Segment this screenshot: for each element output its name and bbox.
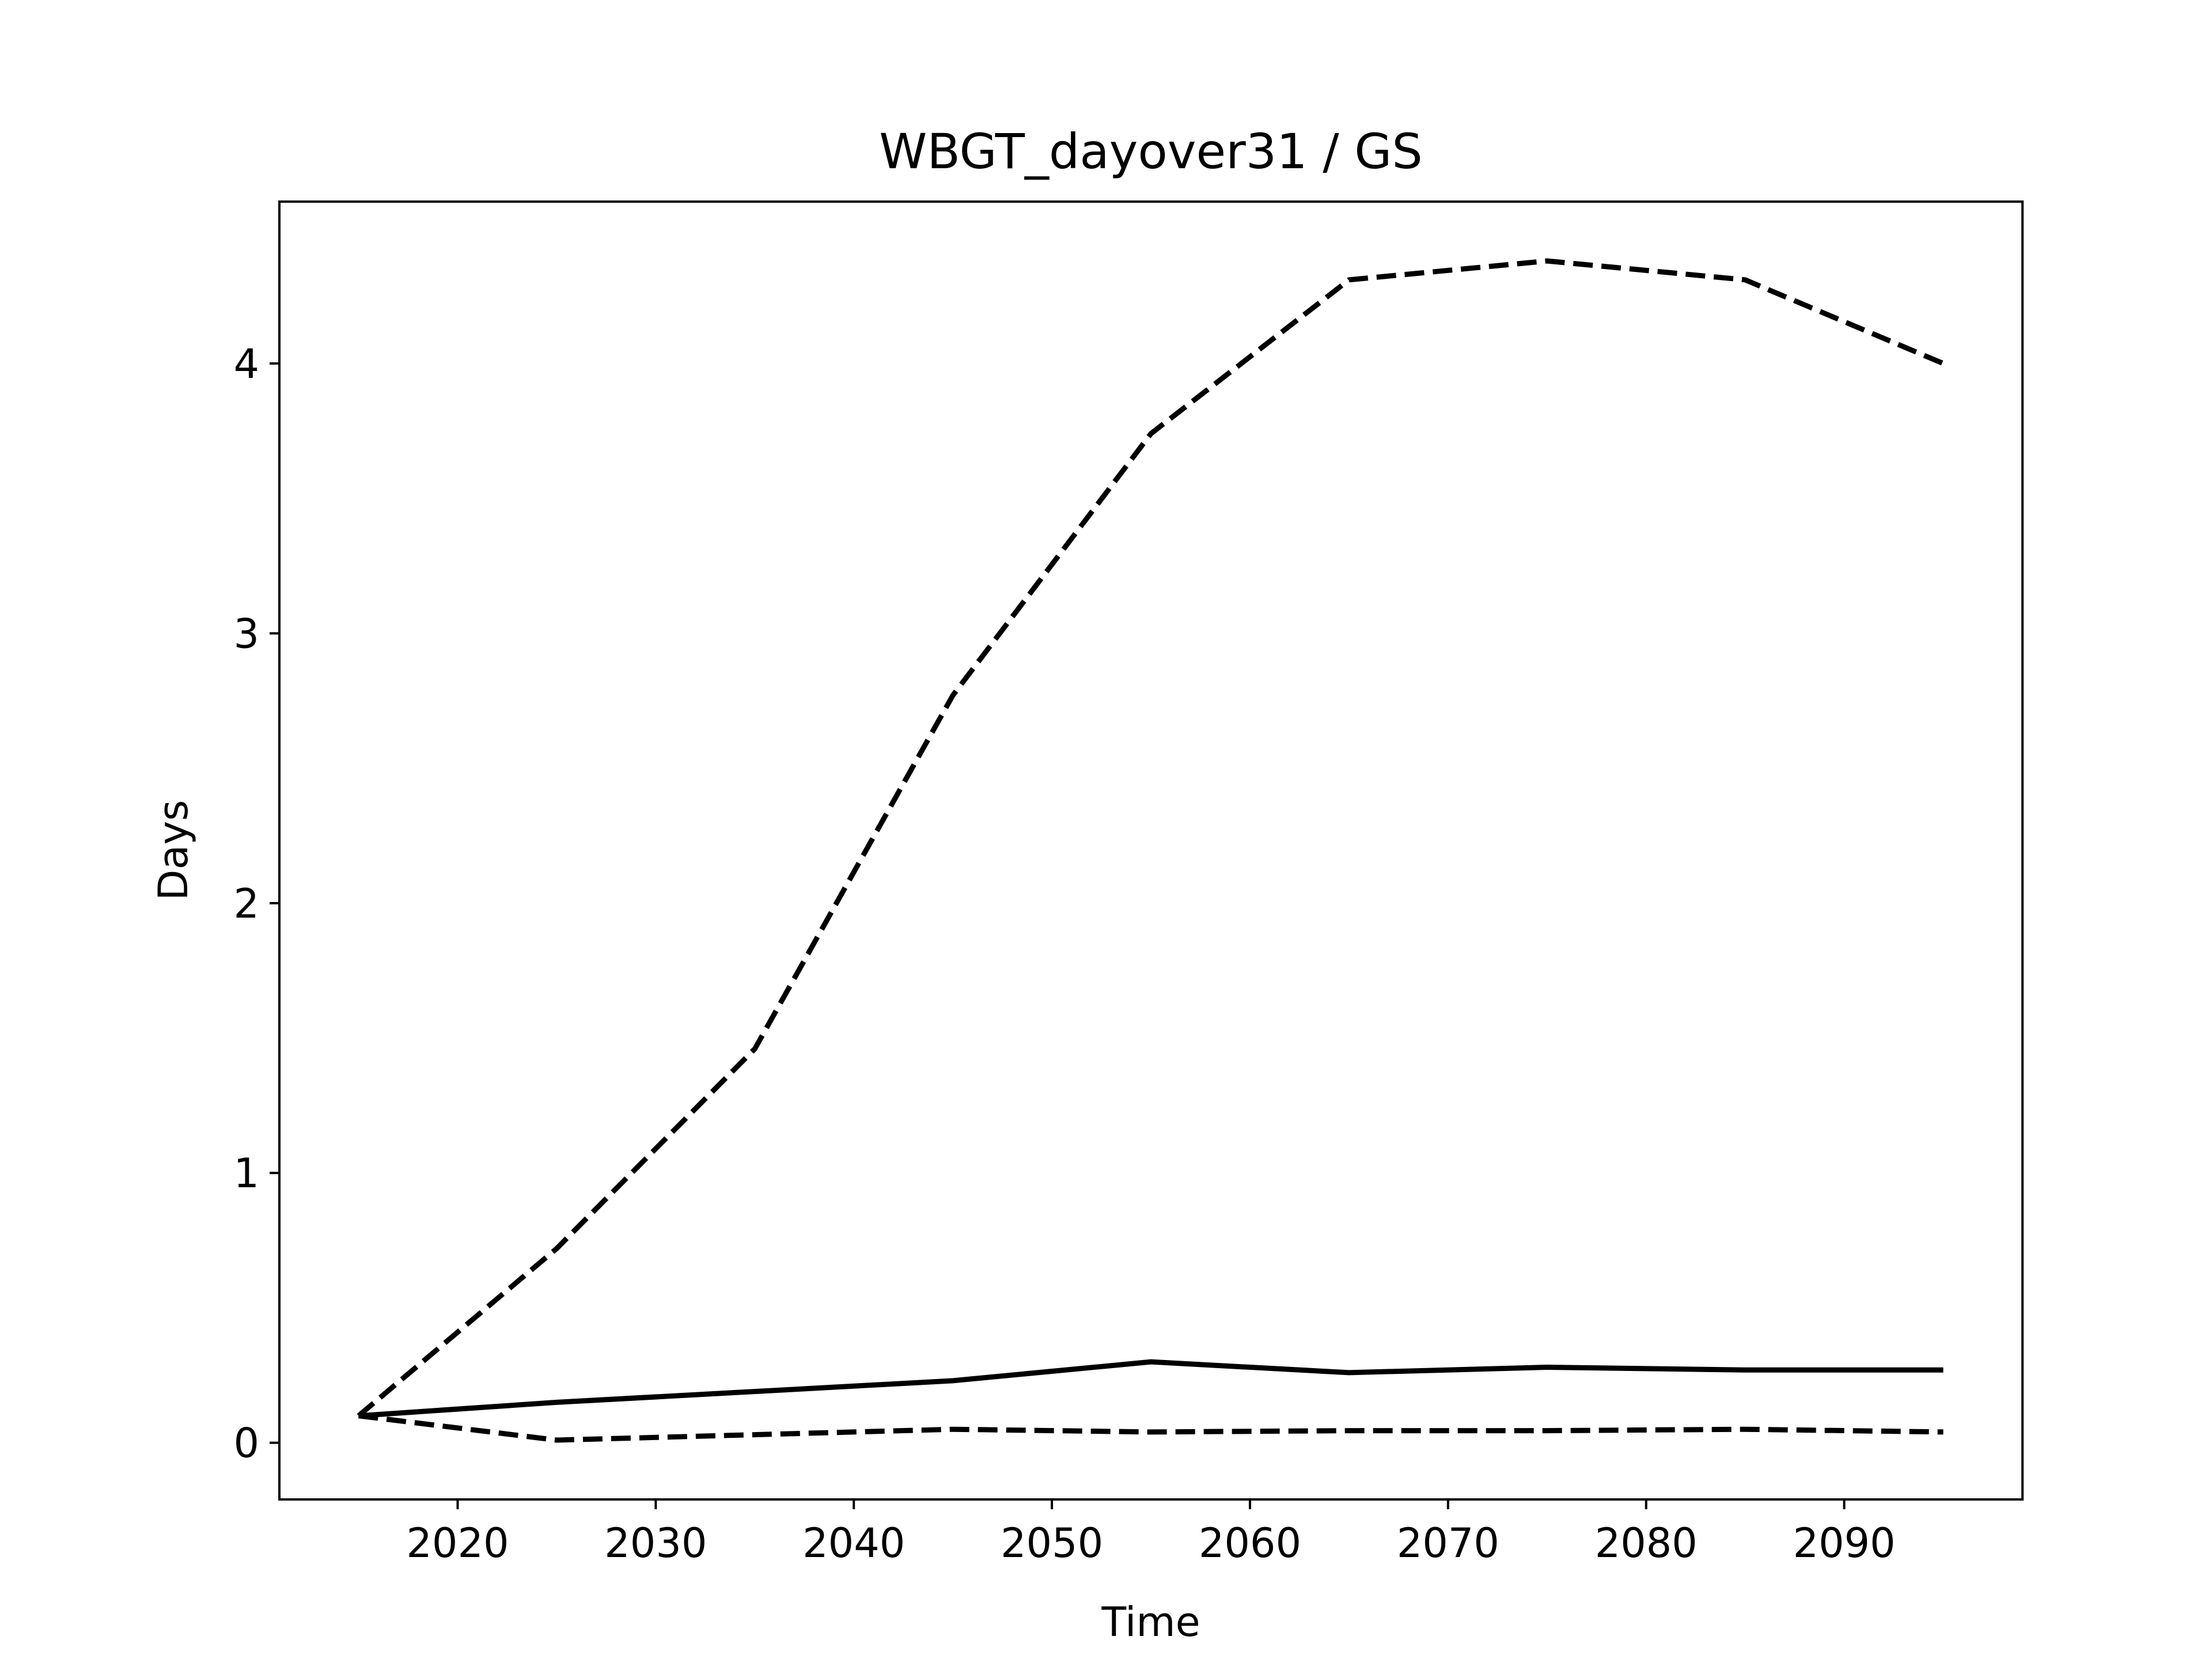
x-tick-label-2080: 2080 <box>1595 1520 1698 1567</box>
plot-area <box>357 258 1945 1443</box>
y-tick-label-3: 3 <box>233 610 259 657</box>
x-axis-ticks: 2020 2030 2040 2050 2060 2070 2080 2090 <box>406 1499 1896 1567</box>
x-tick-label-2070: 2070 <box>1397 1520 1499 1567</box>
x-tick-label-2040: 2040 <box>802 1520 905 1567</box>
x-axis-label: Time <box>1101 1599 1200 1646</box>
y-tick-label-0: 0 <box>233 1420 259 1467</box>
series-line-3 <box>358 1413 1944 1443</box>
y-axis-label: Days <box>150 800 197 901</box>
x-tick-label-2020: 2020 <box>406 1520 509 1567</box>
y-tick-label-1: 1 <box>233 1150 259 1197</box>
chart-title: WBGT_dayover31 / GS <box>879 123 1422 180</box>
x-tick-label-2050: 2050 <box>1001 1520 1103 1567</box>
y-tick-label-4: 4 <box>233 340 259 388</box>
series-line-2 <box>357 258 1945 1418</box>
x-tick-label-2060: 2060 <box>1199 1520 1301 1567</box>
axes-frame <box>278 200 2024 1501</box>
y-axis-ticks: 0 1 2 3 4 <box>233 340 279 1467</box>
y-tick-label-2: 2 <box>233 880 259 927</box>
series-line-1 <box>358 1359 1944 1419</box>
x-tick-label-2030: 2030 <box>604 1520 707 1567</box>
x-tick-label-2090: 2090 <box>1793 1520 1895 1567</box>
